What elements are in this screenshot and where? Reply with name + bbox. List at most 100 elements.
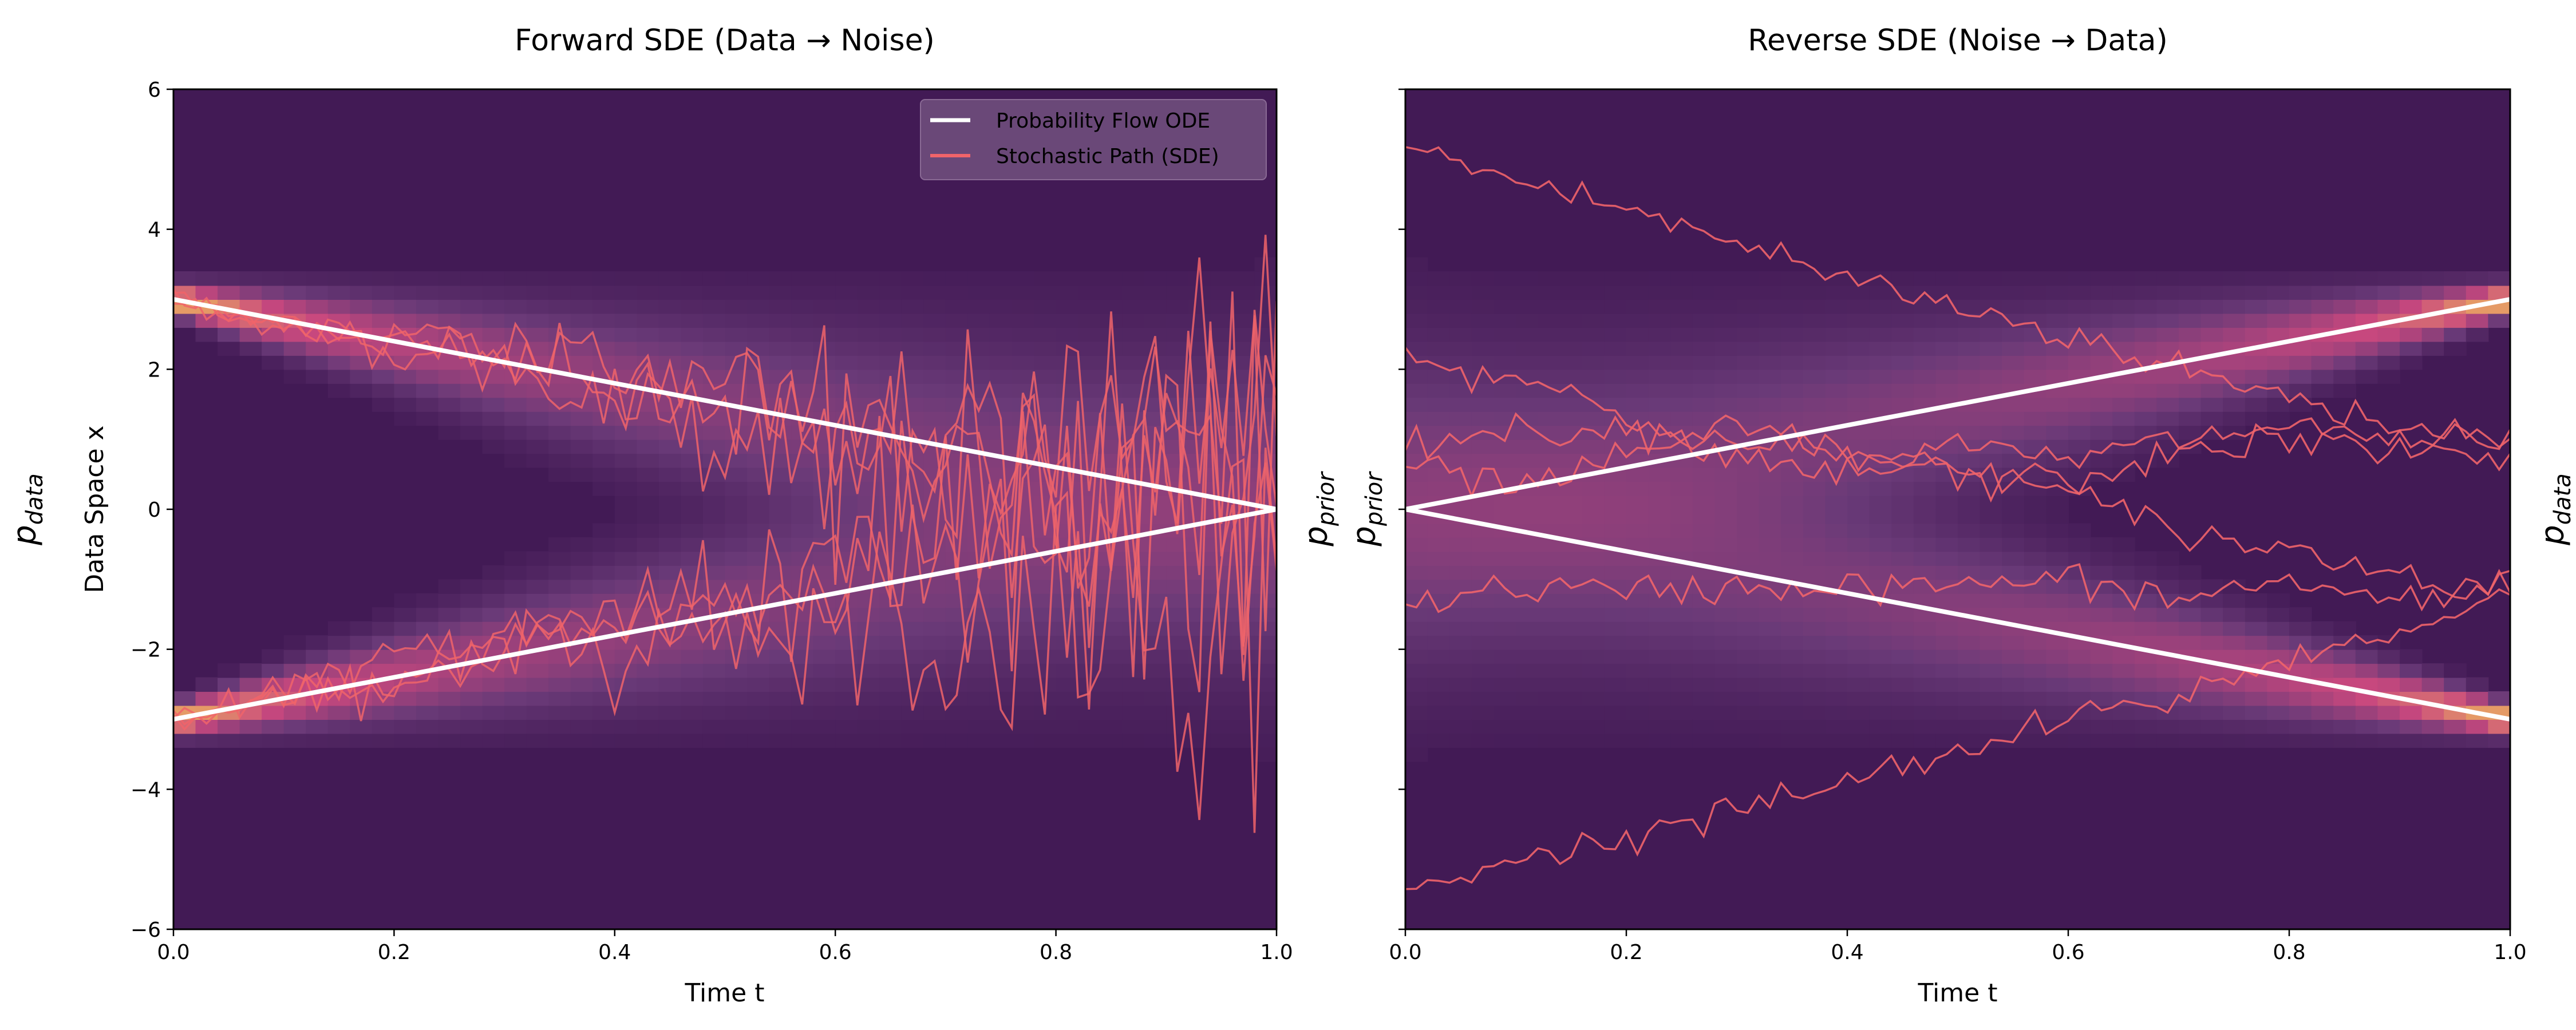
- heatmap-cell: [2466, 677, 2489, 692]
- heatmap-cell: [570, 579, 594, 594]
- heatmap-cell: [1405, 313, 1428, 328]
- heatmap-cell: [747, 677, 770, 692]
- ode-paths: [173, 297, 1277, 722]
- heatmap-cell: [1516, 607, 1539, 622]
- heatmap-cell: [1825, 537, 1848, 552]
- heatmap-cell: [262, 663, 285, 678]
- heatmap-cell: [2223, 355, 2246, 370]
- heatmap-cell: [1913, 341, 1937, 356]
- heatmap-cell: [1891, 439, 1914, 454]
- heatmap-cell: [1714, 467, 1737, 482]
- heatmap-cell: [1494, 621, 1516, 636]
- sde-path: [1405, 563, 2510, 613]
- heatmap-cell: [1582, 691, 1605, 706]
- heatmap-cell: [1670, 285, 1693, 300]
- heatmap-cell: [2200, 285, 2224, 300]
- heatmap-cell: [195, 677, 219, 692]
- heatmap-cell: [262, 719, 285, 734]
- heatmap-cell: [1781, 271, 1804, 286]
- heatmap-cell: [2311, 691, 2334, 706]
- heatmap-cell: [1869, 663, 1893, 678]
- heatmap-cell: [681, 481, 704, 496]
- y-tick-label: −4: [131, 778, 161, 802]
- heatmap-cell: [1232, 579, 1255, 594]
- heatmap-cell: [637, 313, 659, 328]
- heatmap-cell: [1891, 355, 1914, 370]
- heatmap-cell: [504, 425, 527, 440]
- heatmap-cell: [416, 733, 439, 748]
- heatmap-cell: [592, 579, 615, 594]
- heatmap-cell: [1913, 551, 1937, 566]
- left-density-label: pdata: [6, 473, 48, 546]
- heatmap-cell: [1626, 369, 1649, 384]
- heatmap-cell: [813, 299, 836, 314]
- heatmap-cell: [1538, 397, 1561, 412]
- heatmap-cell: [1012, 369, 1035, 384]
- heatmap-cell: [548, 565, 571, 580]
- heatmap-cell: [637, 481, 659, 496]
- heatmap-cell: [658, 299, 682, 314]
- heatmap-cell: [1166, 341, 1189, 356]
- heatmap-cell: [1056, 397, 1079, 412]
- heatmap-cell: [1210, 691, 1233, 706]
- heatmap-cell: [1803, 635, 1826, 650]
- heatmap-cell: [1604, 593, 1627, 608]
- heatmap-cell: [1714, 397, 1737, 412]
- heatmap-cell: [2421, 719, 2445, 734]
- heatmap-cell: [1100, 733, 1123, 748]
- heatmap-cell: [1737, 313, 1760, 328]
- heatmap-cell: [1692, 495, 1716, 510]
- heatmap-cell: [1449, 649, 1472, 664]
- heatmap-cell: [262, 299, 285, 314]
- heatmap-cell: [702, 327, 726, 342]
- heatmap-cell: [1714, 551, 1737, 566]
- heatmap-cell: [1935, 495, 1958, 510]
- heatmap-cell: [1759, 691, 1782, 706]
- heatmap-cell: [1648, 509, 1672, 524]
- heatmap-cell: [725, 551, 748, 566]
- heatmap-cell: [1737, 537, 1760, 552]
- heatmap-cell: [1034, 313, 1057, 328]
- heatmap-cell: [1714, 537, 1737, 552]
- density-heatmap: [1405, 89, 2510, 929]
- heatmap-cell: [2179, 579, 2202, 594]
- heatmap-cell: [1405, 565, 1428, 580]
- heatmap-cell: [2488, 285, 2510, 300]
- heatmap-cell: [327, 733, 351, 748]
- heatmap-cell: [1781, 663, 1804, 678]
- heatmap-cell: [1692, 509, 1716, 524]
- heatmap-cell: [857, 691, 880, 706]
- heatmap-cell: [1670, 313, 1693, 328]
- heatmap-cell: [1516, 271, 1539, 286]
- heatmap-cell: [901, 285, 924, 300]
- heatmap-cell: [1825, 733, 1848, 748]
- heatmap-cell: [879, 355, 902, 370]
- heatmap-cell: [1449, 341, 1472, 356]
- heatmap-cell: [791, 481, 814, 496]
- heatmap-cell: [1078, 411, 1101, 426]
- heatmap-cell: [1935, 677, 1958, 692]
- heatmap-cell: [1144, 467, 1167, 482]
- heatmap-cell: [1781, 327, 1804, 342]
- y-tick-label: 2: [148, 358, 161, 382]
- heatmap-cell: [681, 271, 704, 286]
- heatmap-cell: [482, 425, 505, 440]
- heatmap-cell: [614, 355, 638, 370]
- heatmap-cell: [1560, 299, 1583, 314]
- heatmap-cell: [1781, 551, 1804, 566]
- heatmap-cell: [482, 607, 505, 622]
- heatmap-cell: [813, 481, 836, 496]
- heatmap-cell: [2024, 397, 2047, 412]
- heatmap-cell: [416, 383, 439, 398]
- heatmap-cell: [2090, 397, 2113, 412]
- heatmap-cell: [1449, 313, 1472, 328]
- heatmap-cell: [702, 663, 726, 678]
- heatmap-cell: [1714, 635, 1737, 650]
- heatmap-cell: [1078, 299, 1101, 314]
- heatmap-cell: [1626, 299, 1649, 314]
- heatmap-cell: [1449, 565, 1472, 580]
- heatmap-cell: [1210, 271, 1233, 286]
- heatmap-cell: [2377, 677, 2400, 692]
- heatmap-cell: [2179, 719, 2202, 734]
- heatmap-cell: [1405, 257, 1428, 272]
